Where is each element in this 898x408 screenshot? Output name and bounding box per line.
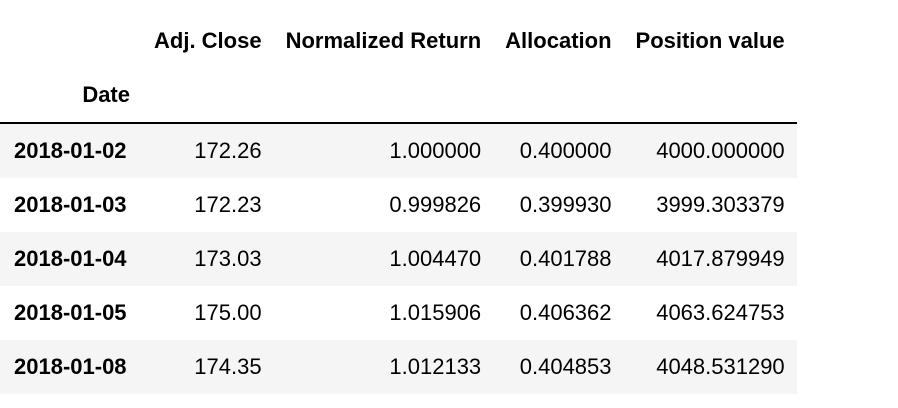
- cell-normalized-return: 1.015906: [389, 300, 482, 325]
- table-row: 2018-01-03 172.23 0.999826 0.399930 3999…: [0, 178, 797, 232]
- index-name: Date: [0, 68, 142, 124]
- cell-position-value: 4048.531290: [656, 354, 785, 379]
- cell-allocation: 0.404853: [519, 354, 612, 379]
- cell-position-value: 4063.624753: [656, 300, 785, 325]
- cell-allocation: 0.400000: [519, 138, 612, 163]
- cell-normalized-return: 0.999826: [389, 192, 482, 217]
- row-index-date: 2018-01-08: [14, 354, 127, 379]
- row-index-date: 2018-01-03: [14, 192, 127, 217]
- cell-position-value: 4017.879949: [656, 246, 785, 271]
- column-header-row: Adj. Close Normalized Return Allocation …: [0, 14, 797, 68]
- row-index-date: 2018-01-05: [14, 300, 127, 325]
- cell-normalized-return: 1.012133: [389, 354, 482, 379]
- cell-adj-close: 172.23: [194, 192, 262, 217]
- table-row: 2018-01-02 172.26 1.000000 0.400000 4000…: [0, 123, 797, 178]
- index-header-row: Date: [0, 68, 797, 124]
- cell-adj-close: 174.35: [194, 354, 262, 379]
- cell-position-value: 4000.000000: [656, 138, 785, 163]
- cell-normalized-return: 1.000000: [389, 138, 482, 163]
- cell-normalized-return: 1.004470: [389, 246, 482, 271]
- cell-allocation: 0.401788: [519, 246, 612, 271]
- row-index-date: 2018-01-04: [14, 246, 127, 271]
- table-row: 2018-01-08 174.35 1.012133 0.404853 4048…: [0, 340, 797, 394]
- cell-adj-close: 172.26: [194, 138, 262, 163]
- cell-allocation: 0.406362: [519, 300, 612, 325]
- dataframe-table: Adj. Close Normalized Return Allocation …: [0, 14, 797, 394]
- header-corner: [0, 14, 142, 68]
- table-row: 2018-01-04 173.03 1.004470 0.401788 4017…: [0, 232, 797, 286]
- cell-adj-close: 175.00: [194, 300, 262, 325]
- column-header-allocation: Allocation: [505, 28, 612, 53]
- table-row: 2018-01-05 175.00 1.015906 0.406362 4063…: [0, 286, 797, 340]
- cell-allocation: 0.399930: [519, 192, 612, 217]
- column-header-normalized-return: Normalized Return: [285, 28, 482, 53]
- cell-position-value: 3999.303379: [656, 192, 785, 217]
- row-index-date: 2018-01-02: [14, 138, 127, 163]
- column-header-adj-close: Adj. Close: [154, 28, 262, 53]
- cell-adj-close: 173.03: [194, 246, 262, 271]
- column-header-position-value: Position value: [635, 28, 785, 53]
